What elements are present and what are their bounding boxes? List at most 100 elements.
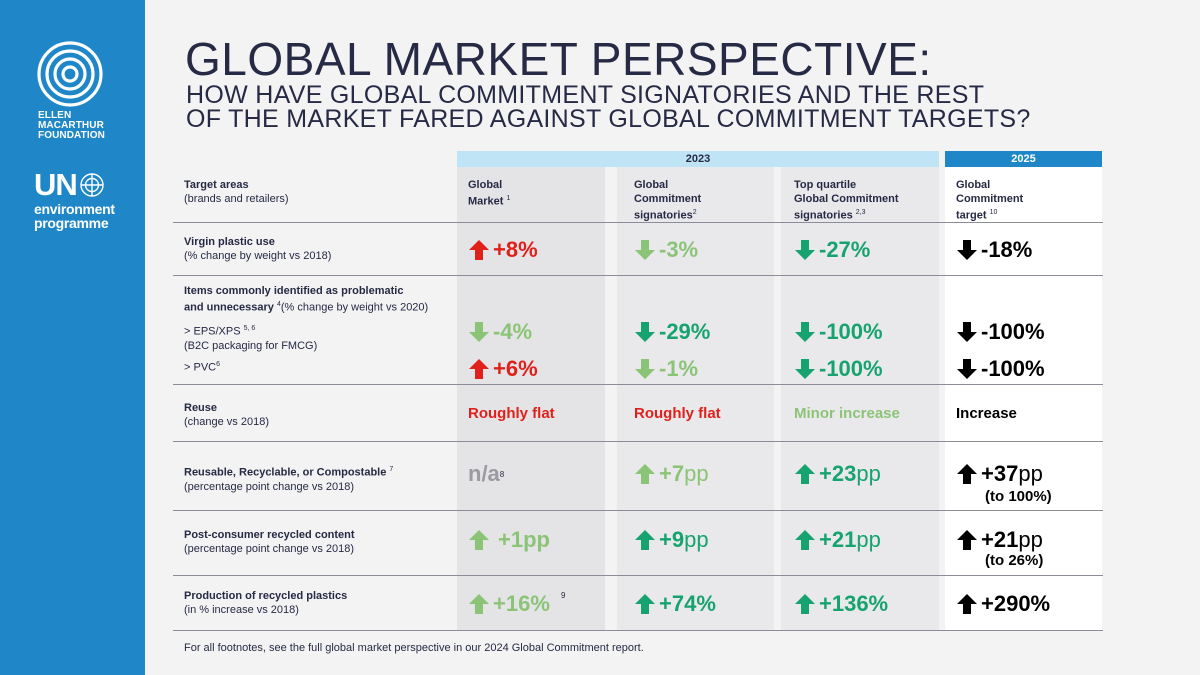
row-label-eps: > EPS/XPS 5, 6 (B2C packaging for FMCG)	[184, 322, 317, 353]
value-pcr-target: +21 pp	[956, 527, 1043, 553]
arrow-down-icon	[635, 359, 655, 379]
rrc-target-note: (to 100%)	[985, 488, 1052, 505]
column-target-bg	[945, 166, 1102, 630]
row-title-problematic-l2: and unnecessary	[184, 301, 274, 314]
value-pvc-gc: -1%	[634, 356, 698, 382]
column-gc-signatories-bg	[617, 166, 774, 630]
value-prod-global-market: +16%	[468, 591, 550, 617]
value-unit: pp	[523, 527, 550, 552]
value-text: -100%	[981, 319, 1045, 344]
arrow-up-icon	[795, 530, 815, 550]
value-unit: pp	[1018, 461, 1043, 486]
year-2023-band: 2023	[457, 151, 939, 167]
value-virgin-top-quartile: -27%	[794, 237, 870, 263]
arrow-down-icon	[469, 322, 489, 342]
row-label-rrc: Reusable, Recyclable, or Compostable 7 (…	[184, 463, 393, 494]
row-label-reuse: Reuse (change vs 2018)	[184, 401, 269, 429]
header-tgt-l3: target	[956, 209, 987, 222]
row-label-problematic: Items commonly identified as problematic…	[184, 284, 428, 315]
value-text: n/a	[468, 461, 500, 486]
row-sub-problematic: (% change by weight vs 2020)	[280, 301, 429, 314]
value-text: -4%	[493, 319, 533, 344]
header-tgt-l1: Global	[956, 179, 991, 191]
emf-wordmark: ELLEN MACARTHUR FOUNDATION	[38, 111, 105, 141]
value-virgin-target: -18%	[956, 237, 1032, 263]
footnote-ref: 2,3	[855, 209, 866, 216]
value-text: +6%	[493, 356, 538, 381]
value-text: +290%	[981, 591, 1051, 616]
header-global-market-l1: Global	[468, 179, 503, 191]
value-reuse-gc: Roughly flat	[634, 405, 721, 422]
header-tq-l2: Global Commitment	[794, 193, 899, 205]
value-reuse-target: Increase	[956, 405, 1017, 422]
row-sub-virgin: (% change by weight vs 2018)	[184, 250, 332, 262]
row-title-prod: Production of recycled plastics	[184, 590, 348, 602]
value-text: +23	[819, 461, 857, 486]
row-title-pvc: > PVC	[184, 361, 217, 374]
row-divider	[173, 441, 1103, 442]
row-divider	[173, 510, 1103, 511]
value-text: -27%	[819, 237, 871, 262]
arrow-down-icon	[957, 240, 977, 260]
value-text: +136%	[819, 591, 889, 616]
arrow-up-icon	[469, 359, 489, 379]
value-rrc-gc: +7 pp	[634, 461, 709, 487]
page-title: GLOBAL MARKET PERSPECTIVE:	[185, 33, 932, 85]
unep-line-2: programme	[34, 215, 109, 231]
header-tq-l3: signatories	[794, 209, 853, 222]
row-sub-prod: (in % increase vs 2018)	[184, 604, 299, 616]
emf-line-3: FOUNDATION	[38, 130, 105, 141]
footnote-ref: 4	[276, 301, 281, 308]
value-prod-top-quartile: +136%	[794, 591, 888, 617]
footnote-ref: 9	[561, 591, 566, 600]
unep-logo: UN environment programme	[34, 169, 115, 231]
arrow-up-icon	[635, 464, 655, 484]
row-sub-pcr: (percentage point change vs 2018)	[184, 543, 355, 555]
row-sub-rrc: (percentage point change vs 2018)	[184, 480, 355, 493]
footnote-ref: 8	[499, 469, 505, 479]
row-divider	[173, 275, 1103, 276]
row-divider	[173, 222, 1103, 223]
value-text: -100%	[819, 319, 883, 344]
value-prod-target: +290%	[956, 591, 1050, 617]
row-title-reuse: Reuse	[184, 402, 218, 414]
ellen-macarthur-logo-icon	[37, 41, 103, 107]
arrow-up-icon	[957, 530, 977, 550]
value-text: -100%	[819, 356, 883, 381]
footnote-text: For all footnotes, see the full global m…	[184, 642, 644, 654]
value-unit: pp	[1018, 527, 1043, 552]
header-gc-l3: signatories	[634, 209, 693, 222]
value-text: +7	[659, 461, 685, 486]
row-title-eps: > EPS/XPS	[184, 325, 241, 338]
row-label-pvc: > PVC6	[184, 358, 220, 375]
value-text: -18%	[981, 237, 1033, 262]
footnote-ref: 1	[506, 195, 511, 202]
arrow-up-icon	[957, 594, 977, 614]
header-target-areas: Target areas (brands and retailers)	[184, 178, 289, 206]
row-title-problematic-l1: Items commonly identified as problematic	[184, 285, 404, 297]
value-unit: pp	[684, 461, 709, 486]
header-top-quartile: Top quartile Global Commitment signatori…	[794, 178, 899, 223]
value-virgin-global-market: +8%	[468, 237, 538, 263]
unep-line-1: environment	[34, 201, 115, 217]
row-divider	[173, 630, 1103, 631]
value-reuse-global-market: Roughly flat	[468, 405, 555, 422]
value-pcr-gc: +9 pp	[634, 527, 709, 553]
value-virgin-gc: -3%	[634, 237, 698, 263]
value-text: +37	[981, 461, 1019, 486]
value-reuse-top-quartile: Minor increase	[794, 405, 900, 422]
header-target-areas-sub: (brands and retailers)	[184, 193, 289, 205]
column-global-market-bg	[457, 166, 605, 630]
emf-line-1: ELLEN	[38, 110, 72, 121]
brand-sidebar: ELLEN MACARTHUR FOUNDATION UN environmen…	[0, 0, 145, 675]
header-target-areas-title: Target areas	[184, 179, 249, 191]
arrow-down-icon	[795, 322, 815, 342]
page-subtitle: HOW HAVE GLOBAL COMMITMENT SIGNATORIES A…	[186, 83, 1031, 132]
arrow-up-icon	[469, 530, 489, 550]
footnote-ref: 5, 6	[243, 325, 256, 332]
value-unit: pp	[856, 527, 881, 552]
un-emblem-icon	[80, 173, 104, 197]
value-pvc-top-quartile: -100%	[794, 356, 883, 382]
value-eps-top-quartile: -100%	[794, 319, 883, 345]
row-label-prod: Production of recycled plastics (in % in…	[184, 589, 347, 617]
